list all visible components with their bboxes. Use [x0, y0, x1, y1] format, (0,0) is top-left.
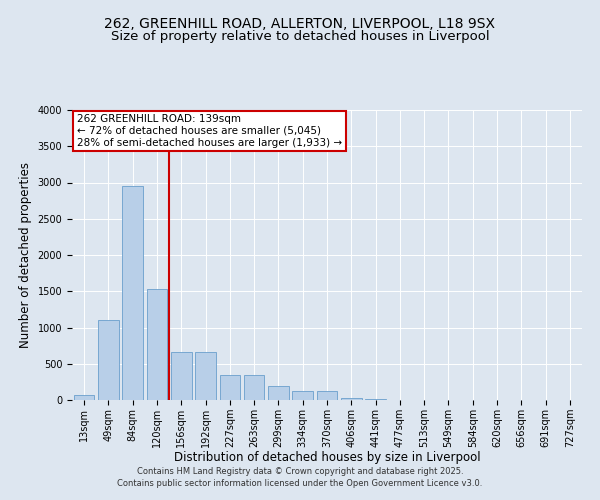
Bar — [146, 289, 167, 400]
Text: Size of property relative to detached houses in Liverpool: Size of property relative to detached ho… — [110, 30, 490, 43]
Y-axis label: Number of detached properties: Number of detached properties — [19, 162, 32, 348]
Bar — [244, 376, 265, 400]
Bar — [220, 376, 240, 400]
Bar — [292, 392, 313, 400]
Bar — [365, 398, 386, 400]
Bar — [122, 186, 143, 400]
Bar — [268, 386, 289, 400]
X-axis label: Distribution of detached houses by size in Liverpool: Distribution of detached houses by size … — [173, 452, 481, 464]
Text: 262 GREENHILL ROAD: 139sqm
← 72% of detached houses are smaller (5,045)
28% of s: 262 GREENHILL ROAD: 139sqm ← 72% of deta… — [77, 114, 342, 148]
Text: Contains HM Land Registry data © Crown copyright and database right 2025.
Contai: Contains HM Land Registry data © Crown c… — [118, 466, 482, 487]
Bar — [195, 352, 216, 400]
Bar — [74, 394, 94, 400]
Bar — [341, 398, 362, 400]
Bar — [317, 392, 337, 400]
Bar — [171, 352, 191, 400]
Bar — [98, 320, 119, 400]
Text: 262, GREENHILL ROAD, ALLERTON, LIVERPOOL, L18 9SX: 262, GREENHILL ROAD, ALLERTON, LIVERPOOL… — [104, 18, 496, 32]
